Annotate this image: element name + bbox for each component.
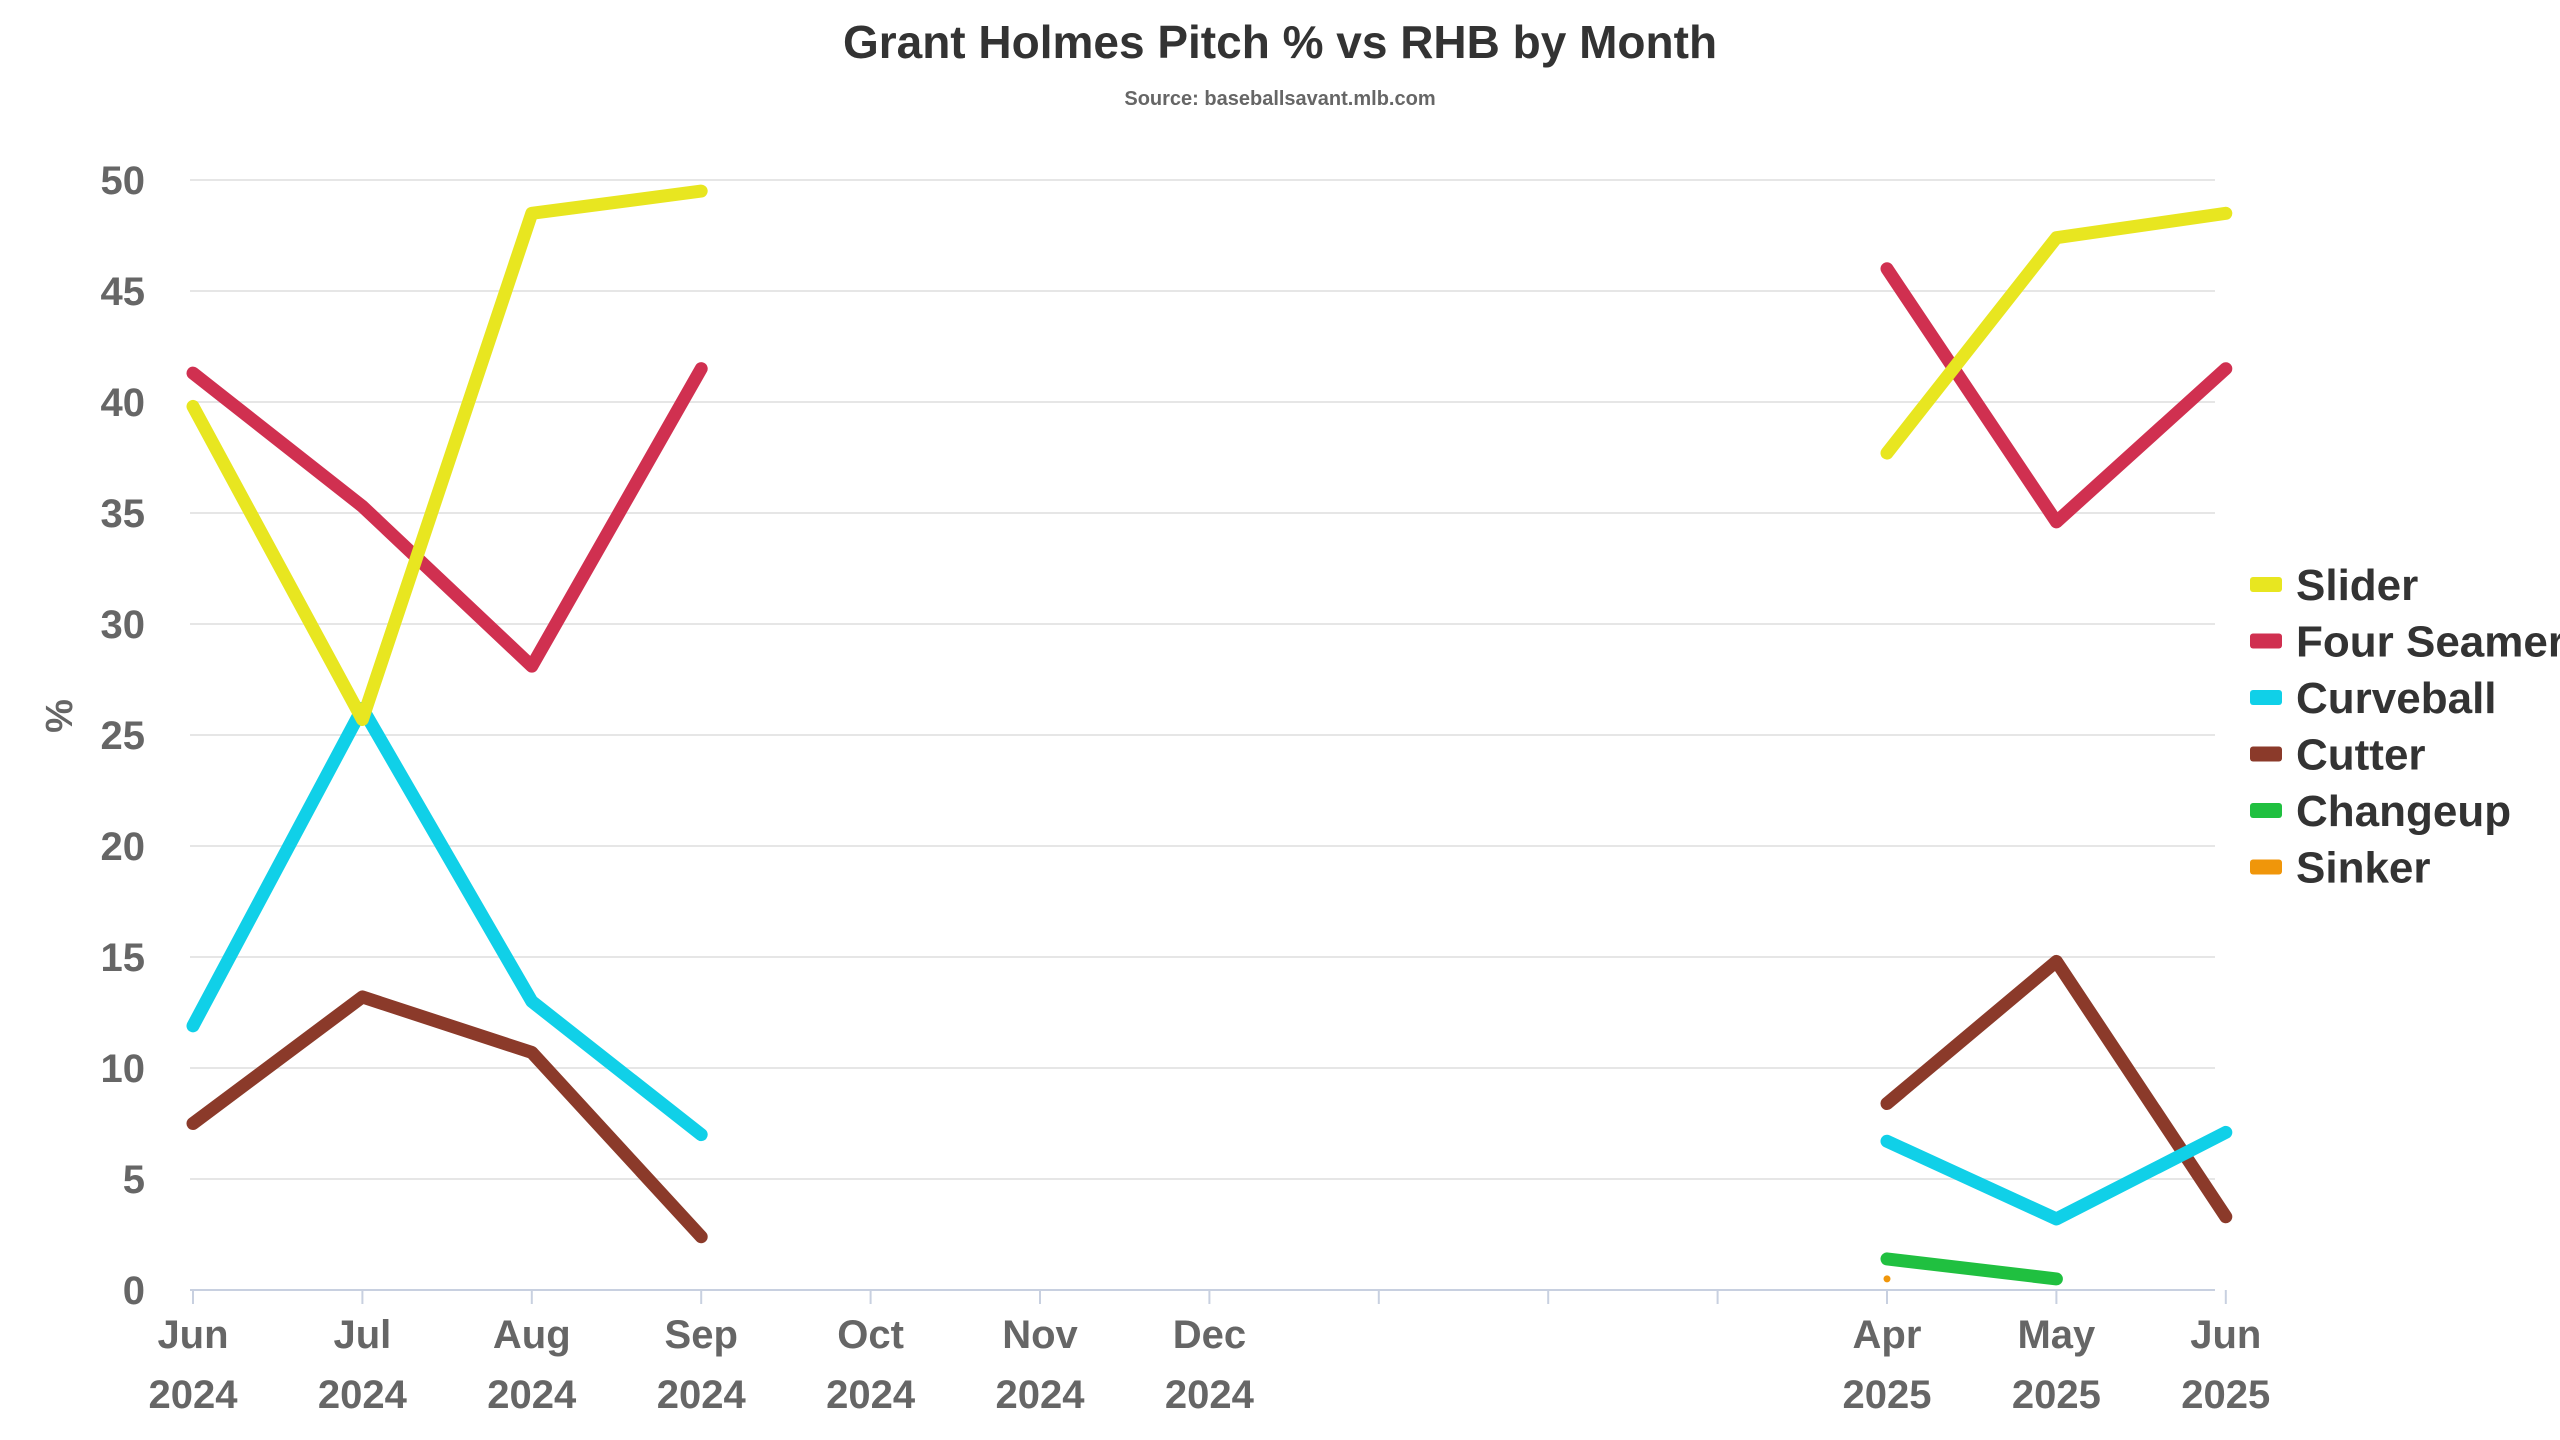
x-tick-month: Jul — [334, 1313, 392, 1357]
legend-swatch-curveball — [2250, 690, 2282, 705]
x-tick-year: 2024 — [826, 1373, 916, 1417]
y-axis-ticks: 0 5 10 15 20 25 30 35 40 45 50 — [101, 159, 146, 1313]
legend-item-slider[interactable]: Slider — [2250, 561, 2418, 610]
y-tick-label: 40 — [101, 381, 146, 425]
x-tick-month: Jun — [2190, 1313, 2261, 1357]
y-tick-label: 45 — [101, 270, 146, 314]
legend-label-curveball: Curveball — [2296, 674, 2497, 723]
x-tick-year: 2024 — [318, 1373, 408, 1417]
y-tick-label: 25 — [101, 714, 146, 758]
x-tick-month: Nov — [1002, 1313, 1078, 1357]
y-tick-label: 10 — [101, 1047, 146, 1091]
y-tick-label: 5 — [123, 1158, 145, 1202]
x-tick-year: 2024 — [149, 1373, 239, 1417]
x-tick-year: 2024 — [657, 1373, 747, 1417]
legend-label-sinker: Sinker — [2296, 844, 2431, 893]
legend-label-cutter: Cutter — [2296, 731, 2426, 780]
chart-title: Grant Holmes Pitch % vs RHB by Month — [843, 16, 1717, 68]
x-tick-year: 2025 — [2012, 1373, 2101, 1417]
y-tick-label: 50 — [101, 159, 146, 203]
x-tick-month: Jun — [157, 1313, 228, 1357]
series-point-sinker — [1883, 1275, 1891, 1283]
y-tick-label: 15 — [101, 936, 146, 980]
legend-label-four-seamer: Four Seamer — [2296, 618, 2560, 667]
y-tick-label: 20 — [101, 825, 146, 869]
x-tick-year: 2025 — [1843, 1373, 1932, 1417]
x-tick-month: Apr — [1853, 1313, 1922, 1357]
x-tick-year: 2024 — [996, 1373, 1086, 1417]
y-tick-label: 0 — [123, 1269, 145, 1313]
legend-label-changeup: Changeup — [2296, 787, 2511, 836]
legend-swatch-slider — [2250, 577, 2282, 592]
x-axis: Jun 2024 Jul 2024 Aug 2024 Sep 2024 Oct 2024 Nov 20… — [149, 1290, 2270, 1417]
y-axis-label: % — [39, 699, 81, 733]
x-tick-month: Sep — [665, 1313, 738, 1357]
x-tick-year: 2024 — [1165, 1373, 1255, 1417]
legend-swatch-sinker — [2250, 859, 2282, 875]
x-tick-month: Oct — [837, 1313, 904, 1357]
series-line-four-seamer — [1880, 262, 2233, 529]
legend-item-cutter[interactable]: Cutter — [2250, 731, 2426, 780]
legend-item-curveball[interactable]: Curveball — [2250, 674, 2497, 723]
x-tick-month: May — [2017, 1313, 2096, 1357]
x-tick-year: 2024 — [487, 1373, 577, 1417]
series-line-slider — [1880, 206, 2233, 460]
legend-item-sinker[interactable]: Sinker — [2250, 844, 2431, 893]
x-tick-month: Dec — [1173, 1313, 1246, 1357]
series-line-slider — [186, 184, 708, 726]
y-tick-label: 30 — [101, 603, 146, 647]
legend-swatch-four-seamer — [2250, 633, 2282, 649]
series-line-changeup — [1880, 1252, 2063, 1286]
legend-item-four-seamer[interactable]: Four Seamer — [2250, 618, 2560, 667]
x-tick-month: Aug — [493, 1313, 571, 1357]
series-lines — [186, 184, 2233, 1286]
legend-item-changeup[interactable]: Changeup — [2250, 787, 2511, 836]
series-line-curveball — [186, 701, 708, 1142]
legend-swatch-cutter — [2250, 746, 2282, 762]
series-line-cutter — [1880, 954, 2233, 1224]
gridlines — [190, 179, 2215, 1291]
legend[interactable]: Slider Four Seamer Curveball Cutter Changeup… — [2250, 561, 2560, 893]
legend-label-slider: Slider — [2296, 561, 2418, 610]
chart-subtitle: Source: baseballsavant.mlb.com — [1124, 88, 1435, 110]
legend-swatch-changeup — [2250, 803, 2282, 818]
x-tick-year: 2025 — [2181, 1373, 2270, 1417]
series-line-cutter — [186, 990, 708, 1244]
y-tick-label: 35 — [101, 492, 146, 536]
series-line-curveball — [1880, 1125, 2233, 1226]
series-line-four-seamer — [186, 362, 708, 673]
